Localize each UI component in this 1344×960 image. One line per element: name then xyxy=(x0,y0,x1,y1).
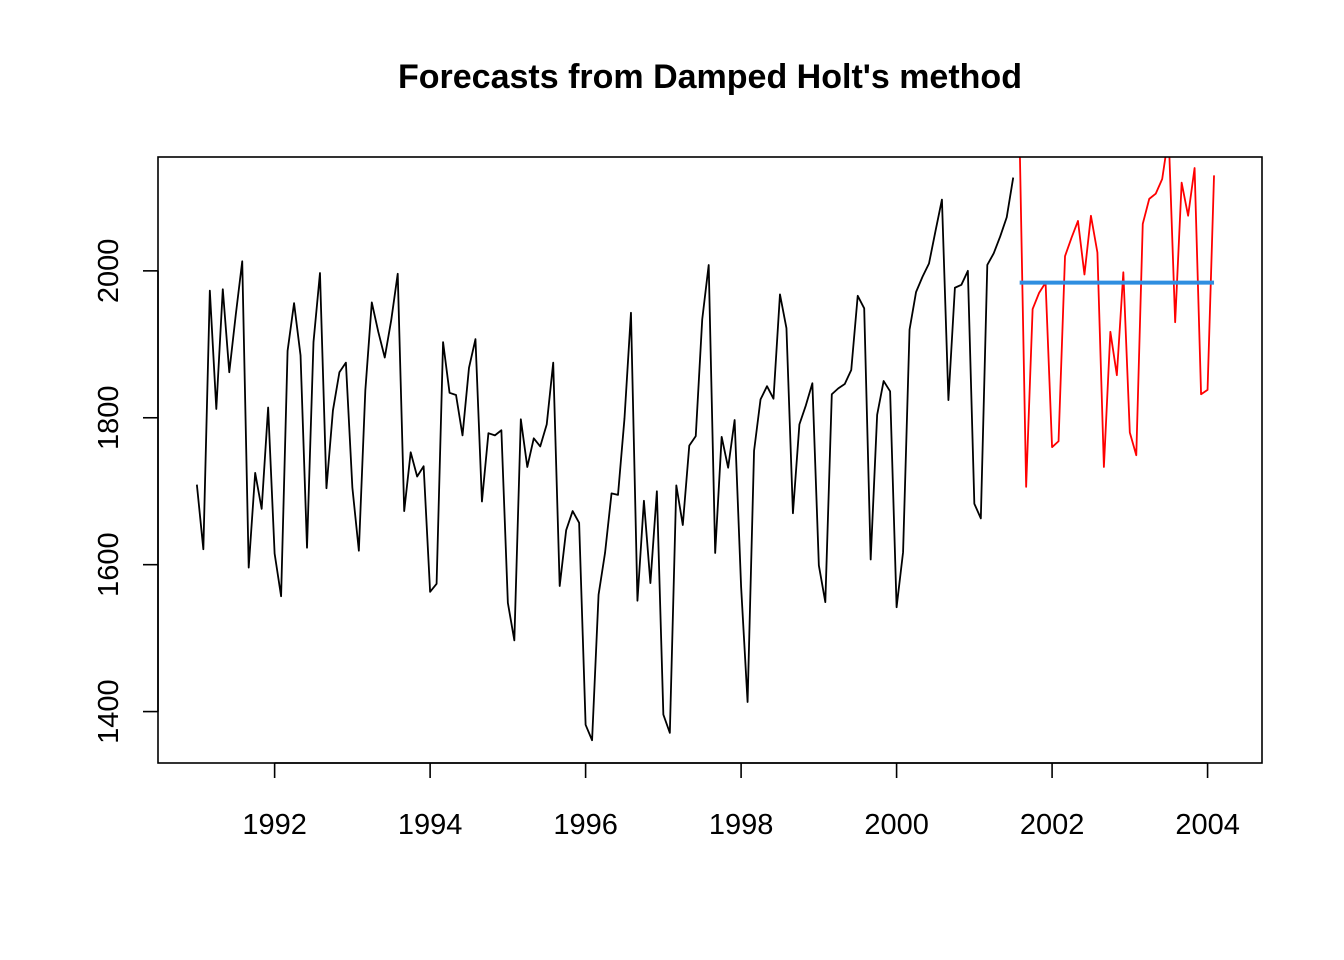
x-tick-label: 2000 xyxy=(864,809,929,841)
y-tick-label: 1400 xyxy=(93,679,125,744)
y-tick-label: 1800 xyxy=(93,386,125,451)
x-tick-label: 1994 xyxy=(398,809,463,841)
x-tick-label: 1998 xyxy=(709,809,774,841)
series-line-simulated xyxy=(1019,157,1215,488)
x-tick-label: 1992 xyxy=(242,809,307,841)
series-line-observed xyxy=(195,177,1015,742)
x-tick-label: 2004 xyxy=(1175,809,1240,841)
chart-title: Forecasts from Damped Holt's method xyxy=(398,58,1022,96)
y-tick-label: 1600 xyxy=(93,532,125,597)
y-tick-label: 2000 xyxy=(93,239,125,304)
x-tick-label: 2002 xyxy=(1020,809,1085,841)
x-tick-label: 1996 xyxy=(553,809,618,841)
